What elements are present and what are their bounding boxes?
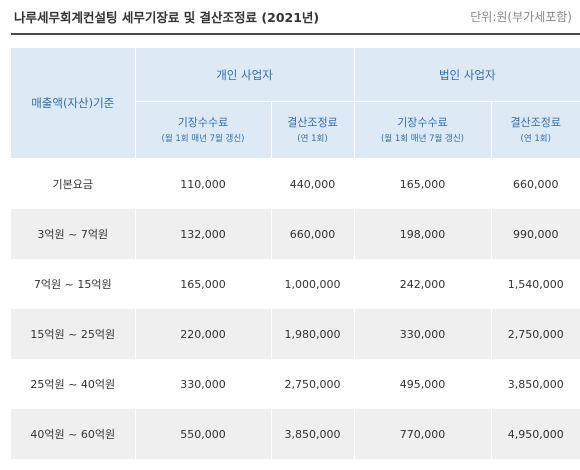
- value-cell: 4,950,000: [491, 409, 580, 459]
- value-cell: 220,000: [135, 309, 272, 359]
- title-bar: 나루세무회계컨설팅 세무기장료 및 결산조정료 (2021년) 단위:원(부가세…: [0, 0, 580, 32]
- value-cell: 1,980,000: [271, 309, 355, 359]
- table-row: 7억원 ~ 15억원 165,000 1,000,000 242,000 1,5…: [11, 259, 580, 309]
- value-cell: 2,750,000: [271, 359, 355, 409]
- value-cell: 3,850,000: [491, 359, 580, 409]
- subheader-note: (연 1회): [297, 133, 328, 144]
- table-row: 25억원 ~ 40억원 330,000 2,750,000 495,000 3,…: [11, 359, 580, 409]
- fee-table-head: 매출액(자산)기준 개인 사업자 법인 사업자 기장수수료 (월 1회 매년 7…: [11, 48, 580, 159]
- top-divider: [11, 33, 580, 35]
- subheader-individual-settlement: 결산조정료 (연 1회): [271, 101, 355, 159]
- value-cell: 165,000: [354, 158, 492, 209]
- row-header-sales-basis: 매출액(자산)기준: [11, 48, 136, 159]
- value-cell: 3,850,000: [271, 409, 355, 459]
- header-row-groups: 매출액(자산)기준 개인 사업자 법인 사업자: [11, 48, 580, 159]
- subheader-note: (연 1회): [520, 133, 551, 144]
- value-cell: 1,540,000: [491, 259, 580, 309]
- range-cell: 3억원 ~ 7억원: [11, 209, 136, 259]
- value-cell: 330,000: [135, 359, 272, 409]
- value-cell: 440,000: [271, 158, 355, 209]
- subheader-note: (월 1회 매년 7월 갱신): [381, 133, 464, 144]
- value-cell: 110,000: [135, 158, 272, 209]
- table-row: 15억원 ~ 25억원 220,000 1,980,000 330,000 2,…: [11, 309, 580, 359]
- value-cell: 2,750,000: [491, 309, 580, 359]
- group-header-individual: 개인 사업자: [135, 48, 355, 102]
- value-cell: 198,000: [354, 209, 492, 259]
- value-cell: 132,000: [135, 209, 272, 259]
- value-cell: 990,000: [491, 209, 580, 259]
- header-row-fee-types: 기장수수료 (월 1회 매년 7월 갱신) 결산조정료 (연 1회) 기장수수료…: [11, 101, 580, 159]
- fee-table-body: 기본요금 110,000 440,000 165,000 660,000 3억원…: [11, 158, 580, 459]
- subheader-corporate-bookkeeping: 기장수수료 (월 1회 매년 7월 갱신): [354, 101, 492, 159]
- value-cell: 770,000: [354, 409, 492, 459]
- value-cell: 330,000: [354, 309, 492, 359]
- unit-note: 단위:원(부가세포함): [470, 10, 572, 24]
- range-cell: 25억원 ~ 40억원: [11, 359, 136, 409]
- table-row: 기본요금 110,000 440,000 165,000 660,000: [11, 158, 580, 209]
- range-cell: 15억원 ~ 25억원: [11, 309, 136, 359]
- table-row: 3억원 ~ 7억원 132,000 660,000 198,000 990,00…: [11, 209, 580, 259]
- subheader-label: 결산조정료: [287, 115, 338, 129]
- value-cell: 242,000: [354, 259, 492, 309]
- subheader-label: 기장수수료: [397, 115, 448, 129]
- subheader-corporate-settlement: 결산조정료 (연 1회): [491, 101, 580, 159]
- value-cell: 660,000: [491, 158, 580, 209]
- value-cell: 165,000: [135, 259, 272, 309]
- range-cell: 기본요금: [11, 158, 136, 209]
- subheader-individual-bookkeeping: 기장수수료 (월 1회 매년 7월 갱신): [135, 101, 272, 159]
- subheader-label: 결산조정료: [510, 115, 562, 129]
- group-header-corporate: 법인 사업자: [354, 48, 580, 102]
- table-row: 40억원 ~ 60억원 550,000 3,850,000 770,000 4,…: [11, 409, 580, 459]
- subheader-label: 기장수수료: [177, 115, 229, 129]
- value-cell: 660,000: [271, 209, 355, 259]
- value-cell: 550,000: [135, 409, 272, 459]
- subheader-note: (월 1회 매년 7월 갱신): [161, 133, 245, 144]
- value-cell: 1,000,000: [271, 259, 355, 309]
- value-cell: 495,000: [354, 359, 492, 409]
- page-title: 나루세무회계컨설팅 세무기장료 및 결산조정료 (2021년): [14, 10, 320, 25]
- range-cell: 40억원 ~ 60억원: [11, 409, 136, 459]
- fee-table: 매출액(자산)기준 개인 사업자 법인 사업자 기장수수료 (월 1회 매년 7…: [11, 48, 580, 459]
- range-cell: 7억원 ~ 15억원: [11, 259, 136, 309]
